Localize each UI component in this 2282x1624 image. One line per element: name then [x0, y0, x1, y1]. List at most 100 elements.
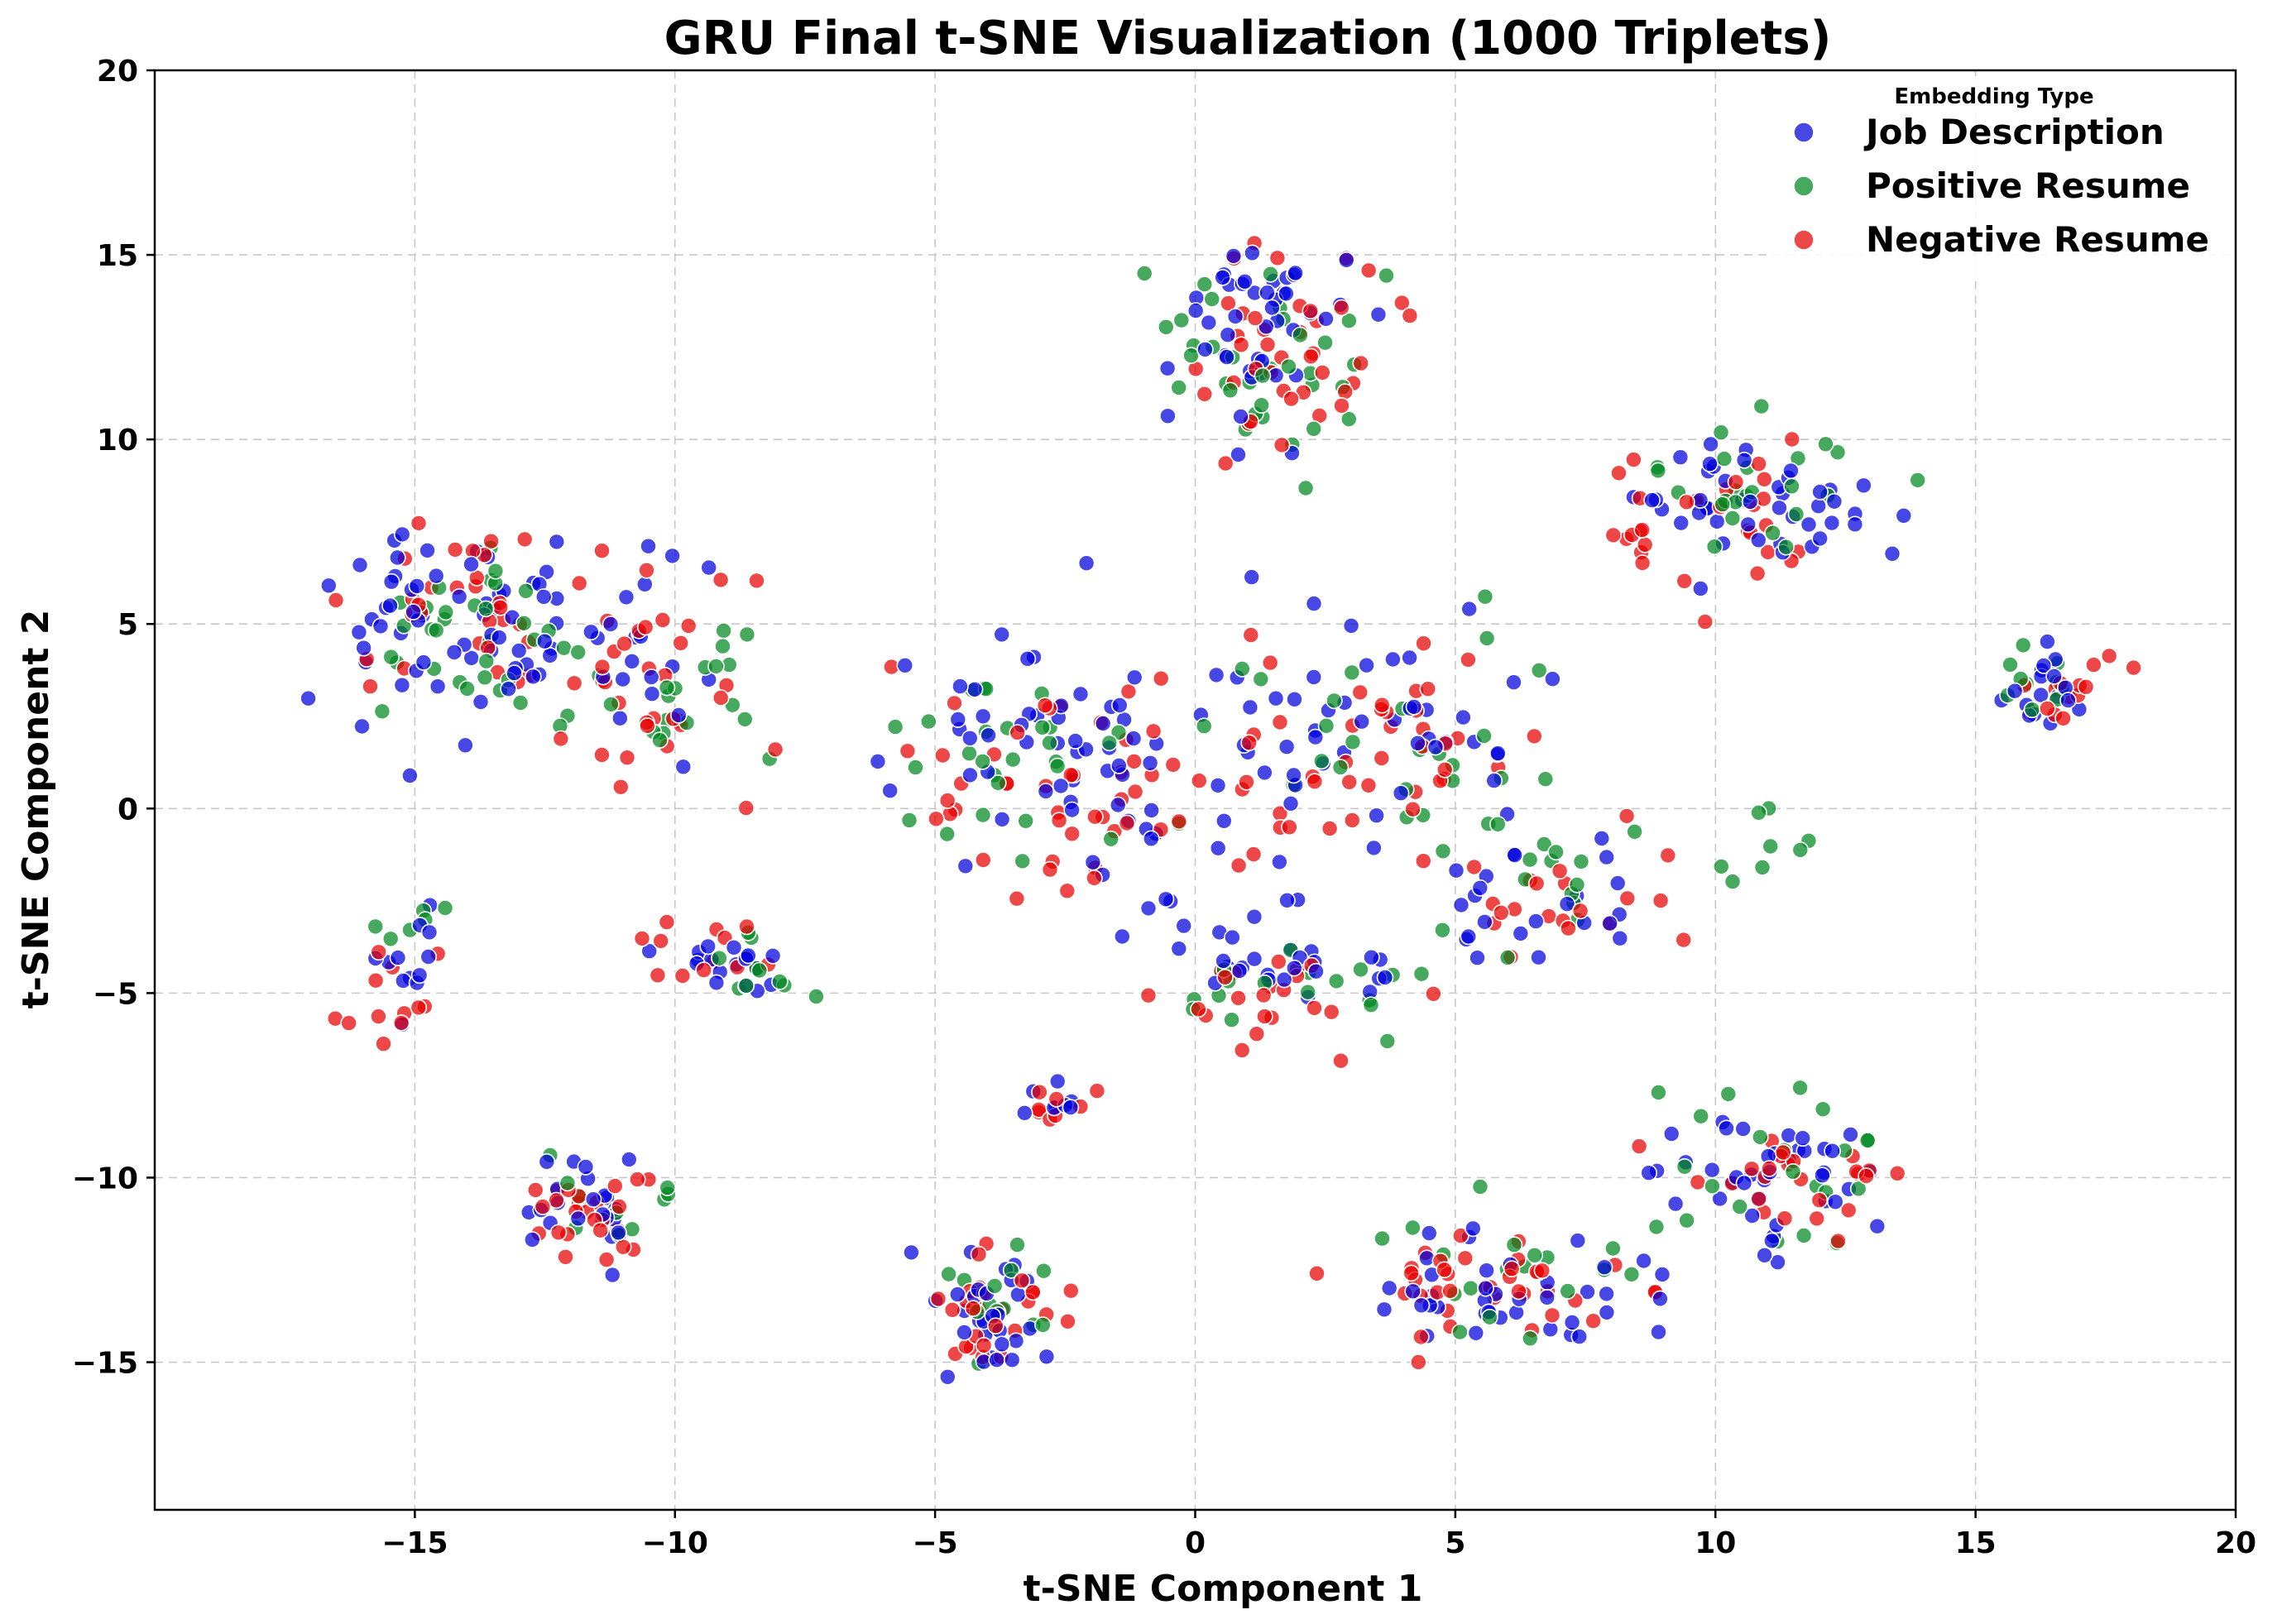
scatter-point [1139, 899, 1158, 917]
scatter-point [1344, 812, 1361, 829]
scatter-point [1425, 985, 1442, 1003]
scatter-point [1635, 1252, 1652, 1270]
scatter-point [1493, 904, 1510, 922]
scatter-point [373, 702, 391, 721]
scatter-point [570, 574, 588, 592]
scatter-point [614, 670, 632, 688]
scatter-point [1419, 680, 1437, 698]
scatter-point [429, 678, 447, 696]
y-tick-label: 0 [117, 793, 138, 826]
scatter-point [1252, 670, 1270, 688]
scatter-point [2039, 700, 2056, 717]
scatter-point [654, 611, 672, 629]
scatter-point [1715, 450, 1733, 467]
scatter-point [1286, 690, 1303, 708]
scatter-point [482, 532, 500, 550]
scatter-point [1593, 830, 1611, 847]
scatter-point [1675, 931, 1692, 949]
scatter-point [1676, 1158, 1694, 1176]
scatter-point [1062, 766, 1080, 784]
scatter-point [1823, 514, 1841, 532]
scatter-point [1268, 249, 1287, 267]
scatter-point [1223, 1011, 1240, 1028]
scatter-point [1233, 1042, 1251, 1059]
scatter-point [1282, 390, 1300, 408]
scatter-point [1705, 538, 1723, 556]
scatter-point [1170, 940, 1188, 957]
scatter-point [603, 1266, 621, 1284]
scatter-point [1157, 890, 1175, 908]
scatter-point [1245, 950, 1263, 968]
scatter-point [1505, 1236, 1523, 1253]
scatter-point [712, 689, 730, 707]
scatter-point [1358, 656, 1375, 674]
scatter-point [393, 676, 411, 694]
scatter-point [1009, 724, 1026, 741]
scatter-point [1810, 1191, 1829, 1209]
scatter-point [1352, 961, 1369, 979]
scatter-point [956, 1324, 973, 1341]
scatter-point [1604, 526, 1623, 544]
scatter-point [771, 973, 789, 990]
scatter-point [506, 664, 523, 682]
scatter-point [1678, 1211, 1695, 1229]
scatter-point [1471, 1178, 1489, 1195]
scatter-point [1426, 738, 1445, 756]
scatter-point [1244, 244, 1261, 262]
scatter-point [1338, 251, 1355, 269]
scatter-point [940, 1265, 957, 1283]
scatter-point [1404, 800, 1421, 818]
scatter-point [538, 1153, 556, 1171]
scatter-point [1373, 750, 1391, 767]
scatter-point [1322, 1003, 1340, 1021]
scatter-point [993, 811, 1011, 828]
scatter-point [1410, 1353, 1427, 1371]
scatter-point [808, 988, 825, 1005]
scatter-point [1723, 873, 1742, 890]
scatter-point [1281, 818, 1298, 836]
scatter-point [2059, 692, 2077, 709]
scatter-point [1503, 1260, 1521, 1277]
scatter-point [1243, 568, 1260, 586]
scatter-point [1692, 580, 1709, 597]
scatter-point [674, 967, 692, 984]
scatter-point [1261, 654, 1279, 672]
scatter-point [1109, 796, 1127, 814]
scatter-point [1256, 764, 1273, 782]
scatter-point [582, 623, 600, 641]
legend: Embedding Type Job Description Positive R… [1771, 76, 2234, 281]
scatter-point [351, 556, 369, 574]
scatter-point [1598, 1285, 1615, 1303]
scatter-point [1571, 902, 1589, 920]
scatter-point [427, 621, 445, 640]
scatter-point [674, 758, 693, 776]
scatter-point [534, 1198, 552, 1215]
scatter-point [1533, 1262, 1551, 1280]
scatter-point [1756, 470, 1773, 488]
scatter-point [1152, 669, 1170, 687]
scatter-point [1275, 970, 1293, 989]
scatter-point [1478, 1262, 1495, 1279]
scatter-point [393, 525, 411, 544]
scatter-point [1263, 299, 1281, 317]
scatter-point [1216, 454, 1234, 472]
scatter-point [659, 1179, 677, 1196]
y-tick-label: −10 [72, 1162, 138, 1195]
scatter-point [1814, 1100, 1832, 1118]
scatter-point [1317, 716, 1335, 735]
scatter-point [1739, 515, 1757, 534]
scatter-point [549, 1224, 568, 1242]
scatter-point [1034, 1316, 1052, 1334]
scatter-point [1351, 683, 1369, 702]
scatter-point [410, 999, 428, 1017]
scatter-point [1359, 776, 1378, 794]
scatter-point [1563, 1314, 1581, 1331]
scatter-point [1409, 734, 1426, 752]
scatter-point [602, 616, 620, 633]
scatter-point [401, 767, 419, 784]
scatter-point [1800, 515, 1818, 534]
scatter-point [1215, 812, 1233, 830]
scatter-point [1340, 312, 1358, 330]
scatter-point [1033, 718, 1052, 736]
scatter-point [1402, 1264, 1420, 1282]
